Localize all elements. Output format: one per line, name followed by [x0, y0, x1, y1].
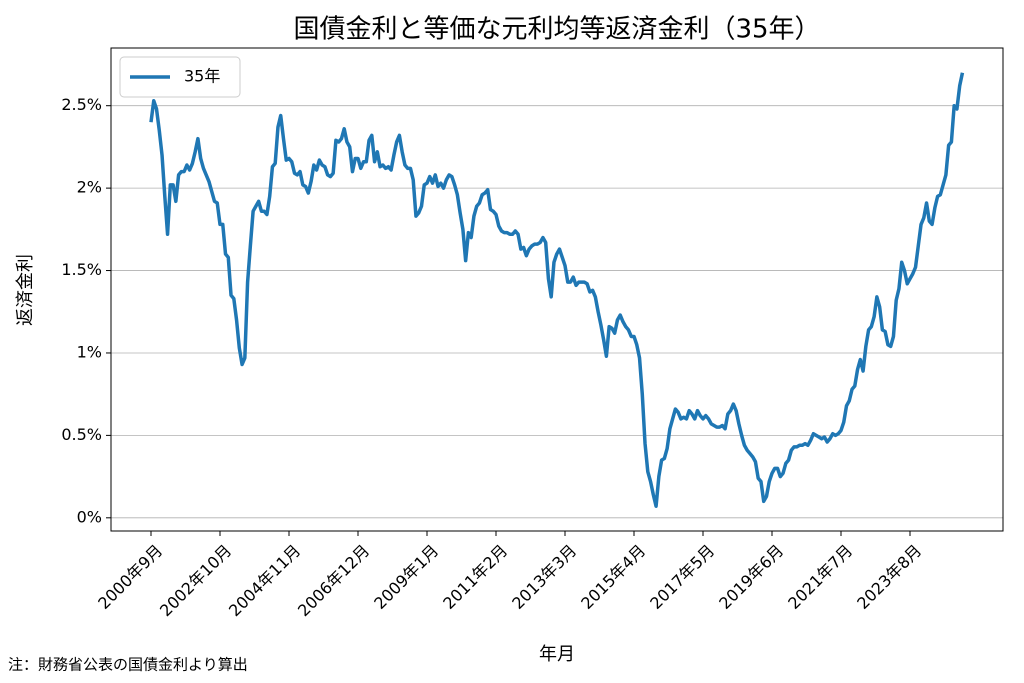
y-axis-label: 返済金利	[15, 254, 36, 326]
y-tick-label: 1.5%	[61, 260, 102, 279]
x-tick-label: 2002年10月	[156, 541, 235, 620]
x-tick-label: 2023年8月	[853, 541, 925, 613]
y-tick-label: 0.5%	[61, 425, 102, 444]
y-tick-label: 2%	[77, 178, 102, 197]
x-tick-label: 2015年4月	[577, 541, 649, 613]
x-tick-label: 2000年9月	[94, 541, 166, 613]
x-tick-label: 2021年7月	[784, 541, 856, 613]
x-axis-label: 年月	[539, 644, 575, 665]
x-tick-label: 2017年5月	[646, 541, 718, 613]
chart-title: 国債金利と等価な元利均等返済金利（35年）	[293, 15, 820, 45]
x-tick-label: 2019年6月	[715, 541, 787, 613]
plot-frame	[110, 47, 1004, 532]
x-tick-label: 2011年2月	[439, 541, 511, 613]
y-tick-label: 0%	[77, 507, 102, 526]
note: 注：財務省公表の国債金利より算出	[8, 656, 248, 674]
legend-label: 35年	[184, 67, 220, 86]
y-tick-label: 1%	[77, 342, 102, 361]
x-tick-label: 2013年3月	[508, 541, 580, 613]
x-tick-label: 2006年12月	[294, 541, 373, 620]
x-tick-label: 2009年1月	[370, 541, 442, 613]
legend-box	[119, 56, 241, 98]
x-tick-label: 2004年11月	[225, 541, 304, 620]
line-series	[149, 72, 965, 509]
y-tick-label: 2.5%	[61, 95, 102, 114]
